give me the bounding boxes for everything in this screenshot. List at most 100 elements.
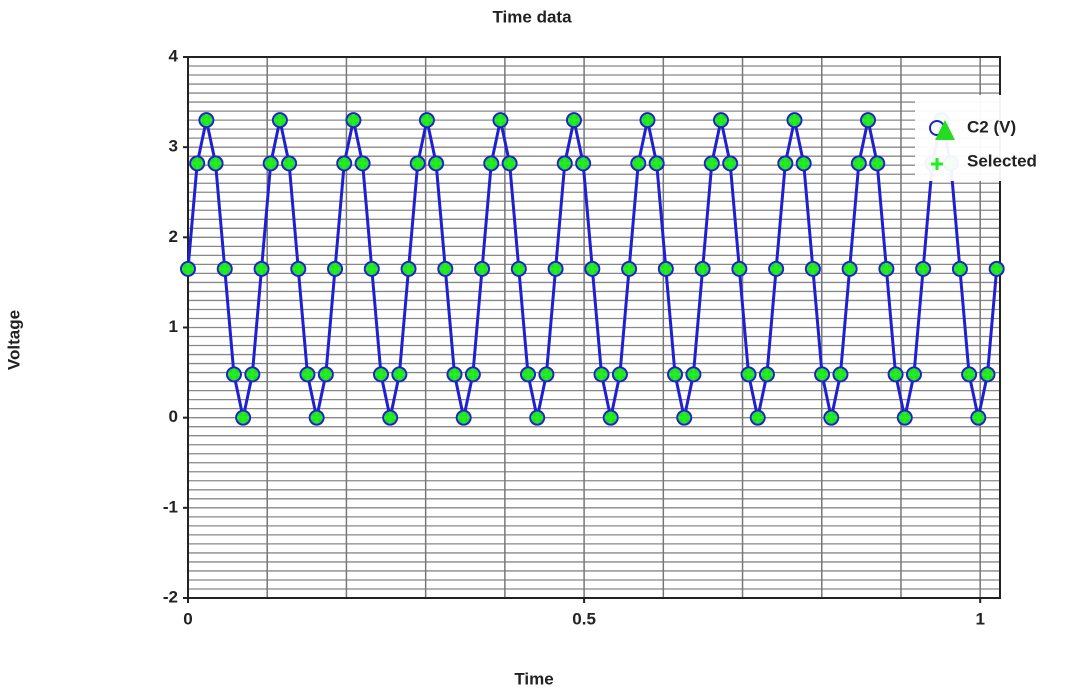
selected-point (742, 368, 755, 381)
selected-point (191, 157, 204, 170)
selected-point (200, 114, 213, 127)
selected-point (439, 262, 452, 275)
selected-point (577, 157, 590, 170)
selected-point (678, 411, 691, 424)
selected-point (466, 368, 479, 381)
selected-point (237, 411, 250, 424)
selected-point (384, 411, 397, 424)
selected-point (724, 157, 737, 170)
selected-point (365, 262, 378, 275)
selected-point (319, 368, 332, 381)
selected-point (953, 262, 966, 275)
selected-point (613, 368, 626, 381)
selected-point (669, 368, 682, 381)
x-tick-label: 0.5 (572, 609, 596, 628)
selected-point (549, 262, 562, 275)
selected-point (889, 368, 902, 381)
selected-point (476, 262, 489, 275)
selected-point (816, 368, 829, 381)
legend: C2 (V) Selected (915, 95, 1068, 181)
selected-point (430, 157, 443, 170)
selected-point (347, 114, 360, 127)
selected-point (540, 368, 553, 381)
selected-point (797, 157, 810, 170)
selected-point (338, 157, 351, 170)
selected-point (705, 157, 718, 170)
selected-point (788, 114, 801, 127)
selected-point (586, 262, 599, 275)
selected-point (485, 157, 498, 170)
selected-point (209, 157, 222, 170)
selected-point (871, 157, 884, 170)
x-axis-label: Time (514, 669, 553, 688)
selected-point (623, 262, 636, 275)
selected-point (806, 262, 819, 275)
legend-marker (935, 120, 955, 140)
selected-point (420, 114, 433, 127)
selected-point (182, 262, 194, 275)
selected-point (356, 157, 369, 170)
selected-point (696, 262, 709, 275)
selected-point (448, 368, 461, 381)
selected-point (733, 262, 746, 275)
selected-point (402, 262, 415, 275)
selected-point (567, 114, 580, 127)
y-tick-label: -2 (163, 587, 178, 606)
legend-label: C2 (V) (967, 117, 1016, 136)
selected-point (852, 157, 865, 170)
selected-point (862, 114, 875, 127)
selected-point (714, 114, 727, 127)
selected-point (779, 157, 792, 170)
selected-point (641, 114, 654, 127)
x-tick-label: 0 (183, 609, 192, 628)
selected-point (632, 157, 645, 170)
selected-point (760, 368, 773, 381)
x-tick-label: 1 (975, 609, 984, 628)
selected-point (650, 157, 663, 170)
selected-point (457, 411, 470, 424)
selected-point (503, 157, 516, 170)
selected-point (604, 411, 617, 424)
selected-point (687, 368, 700, 381)
legend-label: Selected (967, 151, 1037, 170)
selected-point (770, 262, 783, 275)
selected-point (329, 262, 342, 275)
y-tick-label: 3 (169, 137, 178, 156)
selected-point (531, 411, 544, 424)
y-tick-label: -1 (163, 497, 178, 516)
selected-point (218, 262, 231, 275)
selected-point (558, 157, 571, 170)
selected-point (292, 262, 305, 275)
selected-point (301, 368, 314, 381)
chart-title: Time data (492, 7, 572, 26)
selected-point (834, 368, 847, 381)
selected-point (283, 157, 296, 170)
selected-point (880, 262, 893, 275)
y-tick-label: 4 (169, 46, 179, 65)
selected-point (393, 368, 406, 381)
selected-point (246, 368, 259, 381)
selected-point (659, 262, 672, 275)
legend-marker (931, 158, 943, 170)
selected-point (963, 368, 976, 381)
y-tick-label: 0 (169, 407, 178, 426)
selected-point (411, 157, 424, 170)
selected-point (227, 368, 240, 381)
selected-point (917, 262, 930, 275)
selected-point (310, 411, 323, 424)
selected-point (843, 262, 856, 275)
selected-point (595, 368, 608, 381)
y-tick-label: 2 (169, 227, 178, 246)
selected-point (512, 262, 525, 275)
selected-point (981, 368, 994, 381)
selected-point (264, 157, 277, 170)
selected-point (522, 368, 535, 381)
selected-point (273, 114, 286, 127)
selected-point (990, 262, 1003, 275)
selected-point (374, 368, 387, 381)
selected-point (907, 368, 920, 381)
selected-point (898, 411, 911, 424)
selected-point (494, 114, 507, 127)
y-tick-label: 1 (169, 317, 178, 336)
